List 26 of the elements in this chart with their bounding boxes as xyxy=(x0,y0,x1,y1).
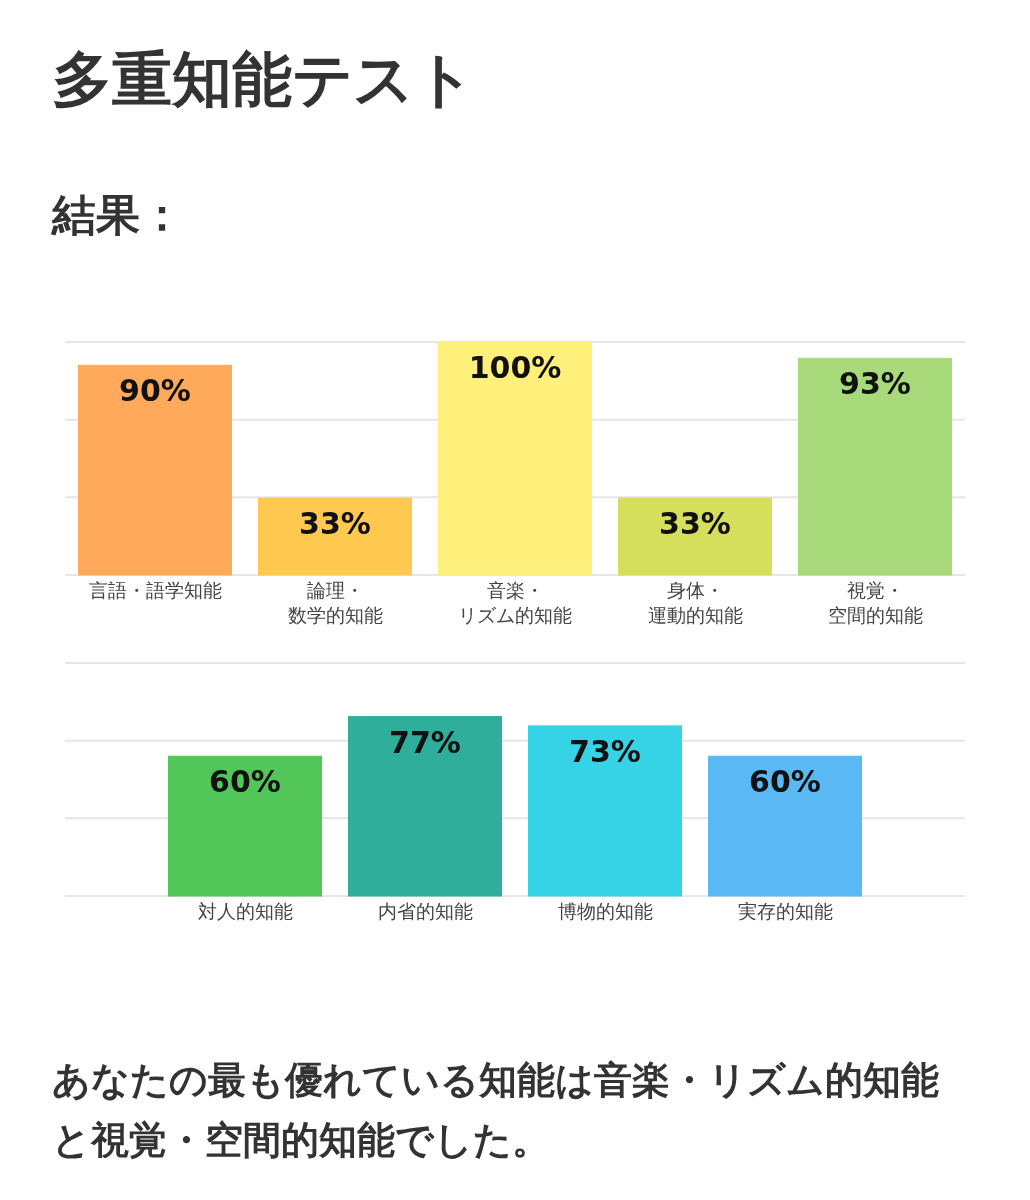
x-tick-label: 音楽・リズム的知能 xyxy=(458,579,572,626)
x-tick-label: 実存的知能 xyxy=(737,900,833,922)
data-label: 93% xyxy=(839,366,911,402)
bar xyxy=(438,341,592,576)
x-tick-label: 言語・語学知能 xyxy=(88,579,222,601)
bar xyxy=(78,364,232,576)
data-label: 33% xyxy=(659,506,731,542)
x-tick-label: 論理・数学的知能 xyxy=(287,579,383,626)
text: あなたの最も優れている知能は音楽・リズム的知能と視覚・空間的知能でした。 xyxy=(52,1057,940,1164)
x-tick-label: 博物的知能 xyxy=(557,900,653,922)
data-label: 60% xyxy=(749,764,821,800)
data-label: 100% xyxy=(468,350,562,385)
x-tick-label: 内省的知能 xyxy=(377,900,473,922)
x-tick-label: 身体・運動的知能 xyxy=(647,579,743,626)
chart-title: 多重知能テスト xyxy=(52,43,475,116)
x-tick-label: 対人的知能 xyxy=(197,900,293,922)
bar xyxy=(618,497,772,576)
bar xyxy=(258,497,412,576)
chart-subtitle: 結果： xyxy=(52,188,184,242)
data-label: 90% xyxy=(119,373,191,409)
x-tick-label: 視覚・空間的知能 xyxy=(827,579,923,626)
data-label: 77% xyxy=(389,724,461,760)
data-label: 60% xyxy=(209,764,281,800)
data-label: 33% xyxy=(299,506,371,542)
data-label: 73% xyxy=(569,733,641,769)
bar xyxy=(798,357,952,576)
